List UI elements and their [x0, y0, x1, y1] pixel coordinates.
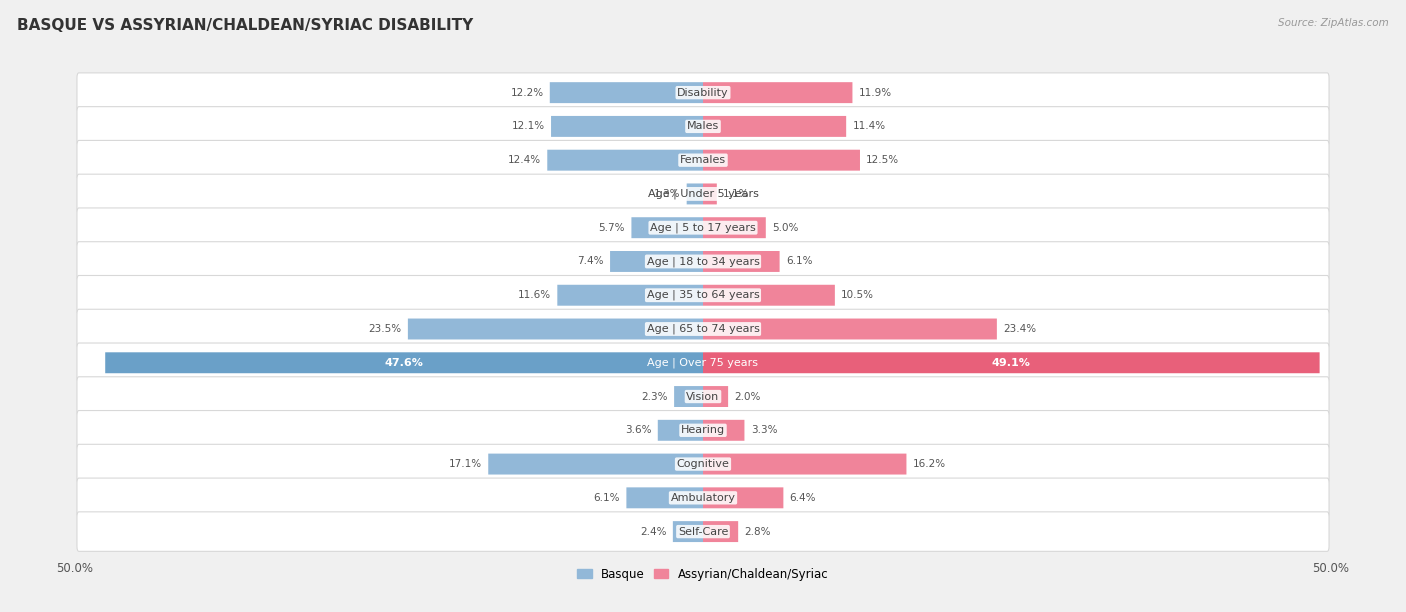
FancyBboxPatch shape [77, 275, 1329, 315]
Text: Source: ZipAtlas.com: Source: ZipAtlas.com [1278, 18, 1389, 28]
Text: 49.1%: 49.1% [991, 358, 1031, 368]
FancyBboxPatch shape [703, 420, 744, 441]
Text: Age | Under 5 years: Age | Under 5 years [648, 188, 758, 199]
FancyBboxPatch shape [77, 377, 1329, 416]
Text: Self-Care: Self-Care [678, 526, 728, 537]
Text: 12.5%: 12.5% [866, 155, 900, 165]
FancyBboxPatch shape [703, 285, 835, 306]
Text: 6.4%: 6.4% [790, 493, 815, 503]
Text: 11.6%: 11.6% [517, 290, 551, 300]
Text: 23.4%: 23.4% [1002, 324, 1036, 334]
FancyBboxPatch shape [551, 116, 703, 137]
Text: Hearing: Hearing [681, 425, 725, 435]
Text: Males: Males [688, 121, 718, 132]
Text: Disability: Disability [678, 88, 728, 98]
FancyBboxPatch shape [77, 242, 1329, 282]
FancyBboxPatch shape [673, 521, 703, 542]
FancyBboxPatch shape [631, 217, 703, 238]
Text: 23.5%: 23.5% [368, 324, 402, 334]
FancyBboxPatch shape [408, 318, 703, 340]
Text: 2.0%: 2.0% [734, 392, 761, 401]
FancyBboxPatch shape [703, 318, 997, 340]
FancyBboxPatch shape [557, 285, 703, 306]
Text: Vision: Vision [686, 392, 720, 401]
Text: 2.8%: 2.8% [744, 526, 770, 537]
FancyBboxPatch shape [627, 487, 703, 509]
Text: 5.7%: 5.7% [599, 223, 626, 233]
FancyBboxPatch shape [77, 208, 1329, 247]
Text: 10.5%: 10.5% [841, 290, 875, 300]
Text: 2.3%: 2.3% [641, 392, 668, 401]
FancyBboxPatch shape [703, 184, 717, 204]
Text: Ambulatory: Ambulatory [671, 493, 735, 503]
FancyBboxPatch shape [703, 487, 783, 509]
FancyBboxPatch shape [77, 174, 1329, 214]
FancyBboxPatch shape [77, 512, 1329, 551]
FancyBboxPatch shape [673, 386, 703, 407]
Text: 16.2%: 16.2% [912, 459, 946, 469]
FancyBboxPatch shape [703, 353, 1320, 373]
FancyBboxPatch shape [703, 82, 852, 103]
FancyBboxPatch shape [550, 82, 703, 103]
FancyBboxPatch shape [703, 116, 846, 137]
FancyBboxPatch shape [77, 343, 1329, 382]
FancyBboxPatch shape [547, 150, 703, 171]
FancyBboxPatch shape [77, 140, 1329, 180]
Text: Age | 35 to 64 years: Age | 35 to 64 years [647, 290, 759, 300]
Text: Age | 5 to 17 years: Age | 5 to 17 years [650, 222, 756, 233]
Text: 6.1%: 6.1% [593, 493, 620, 503]
Text: 12.1%: 12.1% [512, 121, 544, 132]
Text: 12.2%: 12.2% [510, 88, 544, 98]
Text: 11.9%: 11.9% [859, 88, 891, 98]
FancyBboxPatch shape [77, 309, 1329, 349]
FancyBboxPatch shape [686, 184, 703, 204]
FancyBboxPatch shape [77, 106, 1329, 146]
Text: Cognitive: Cognitive [676, 459, 730, 469]
Text: 11.4%: 11.4% [852, 121, 886, 132]
Text: 47.6%: 47.6% [385, 358, 423, 368]
Text: 3.6%: 3.6% [626, 425, 651, 435]
Text: 2.4%: 2.4% [640, 526, 666, 537]
FancyBboxPatch shape [703, 251, 779, 272]
FancyBboxPatch shape [703, 453, 907, 474]
Text: Age | 18 to 34 years: Age | 18 to 34 years [647, 256, 759, 267]
Legend: Basque, Assyrian/Chaldean/Syriac: Basque, Assyrian/Chaldean/Syriac [572, 563, 834, 585]
Text: BASQUE VS ASSYRIAN/CHALDEAN/SYRIAC DISABILITY: BASQUE VS ASSYRIAN/CHALDEAN/SYRIAC DISAB… [17, 18, 474, 34]
Text: Age | 65 to 74 years: Age | 65 to 74 years [647, 324, 759, 334]
FancyBboxPatch shape [703, 521, 738, 542]
Text: 6.1%: 6.1% [786, 256, 813, 266]
Text: 12.4%: 12.4% [508, 155, 541, 165]
FancyBboxPatch shape [77, 478, 1329, 518]
FancyBboxPatch shape [77, 73, 1329, 113]
FancyBboxPatch shape [488, 453, 703, 474]
Text: 17.1%: 17.1% [449, 459, 482, 469]
FancyBboxPatch shape [658, 420, 703, 441]
Text: Females: Females [681, 155, 725, 165]
FancyBboxPatch shape [77, 444, 1329, 484]
FancyBboxPatch shape [703, 150, 860, 171]
Text: 1.1%: 1.1% [723, 189, 749, 199]
Text: 5.0%: 5.0% [772, 223, 799, 233]
Text: 1.3%: 1.3% [654, 189, 681, 199]
Text: 7.4%: 7.4% [578, 256, 603, 266]
Text: Age | Over 75 years: Age | Over 75 years [648, 357, 758, 368]
FancyBboxPatch shape [77, 411, 1329, 450]
Text: 3.3%: 3.3% [751, 425, 778, 435]
FancyBboxPatch shape [703, 386, 728, 407]
FancyBboxPatch shape [703, 217, 766, 238]
FancyBboxPatch shape [105, 353, 703, 373]
FancyBboxPatch shape [610, 251, 703, 272]
